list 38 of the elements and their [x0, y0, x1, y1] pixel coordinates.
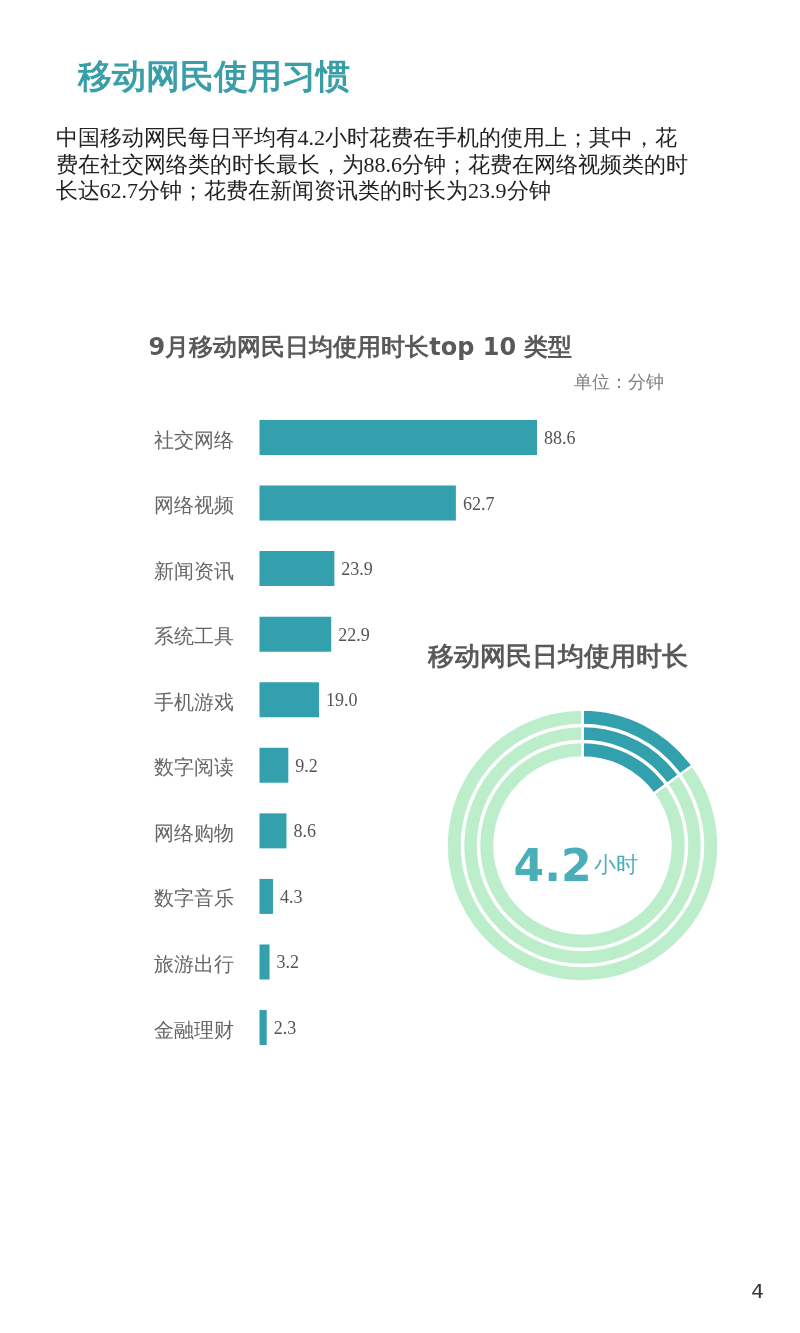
y-tick-label: 手机游戏 — [153, 689, 234, 714]
y-tick-label: 系统工具 — [153, 624, 234, 649]
data-label: 88.6 — [544, 428, 576, 448]
data-label: 62.7 — [462, 493, 495, 514]
data-label: 4.3 — [279, 886, 303, 907]
bar — [259, 1010, 267, 1046]
y-tick-label: 网络购物 — [153, 820, 234, 845]
chart-title: 移动网民日均使用时长 — [426, 640, 688, 671]
chart-title: 9月移动网民日均使用时长top 10 类型 — [148, 332, 573, 361]
data-label: 23.9 — [341, 559, 373, 580]
text: 单位：分钟 — [573, 371, 664, 392]
text: 移动网民使用习惯 — [76, 55, 350, 96]
y-tick-label: 金融理财 — [153, 1017, 234, 1042]
data-label: 8.6 — [293, 821, 316, 842]
y-tick-label: 数字阅读 — [153, 755, 234, 780]
y-tick-label: 新闻资讯 — [153, 558, 234, 583]
bar — [259, 878, 273, 914]
text: 4 — [751, 1278, 764, 1303]
y-tick-label: 旅游出行 — [153, 951, 234, 976]
bar — [259, 813, 287, 849]
y-tick-label: 网络视频 — [153, 493, 234, 518]
data-label: 19.0 — [326, 690, 358, 711]
text: 中国移动网民每日平均有4.2小时花费在手机的使用上；其中，花费在社交网络类的时长最长，为88.6分钟；花费在网络视频类的时长达62.7分钟；花费在新闻资讯类的时长为23.9分钟 — [55, 125, 688, 203]
data-label: 22.9 — [338, 624, 370, 645]
y-tick-label: 社交网络 — [153, 427, 234, 452]
data-label: 3.2 — [276, 952, 300, 973]
data-label: 9.2 — [295, 755, 318, 776]
bar — [259, 420, 537, 455]
data-label: 2.3 — [273, 1018, 297, 1039]
bar — [259, 616, 332, 652]
bar — [259, 682, 320, 718]
y-tick-label: 数字音乐 — [153, 886, 234, 911]
bar — [259, 944, 270, 980]
bar — [259, 551, 335, 587]
annotation: 4.2 — [513, 840, 592, 891]
text: 小时 — [593, 852, 638, 877]
bar — [259, 747, 289, 783]
bar — [259, 485, 456, 521]
